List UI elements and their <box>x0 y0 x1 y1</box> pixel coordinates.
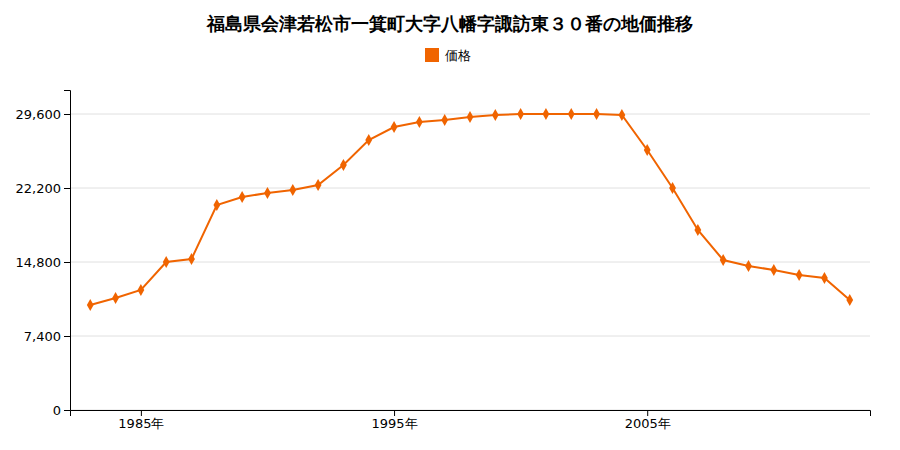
marker <box>87 299 94 311</box>
legend-item: 価格 <box>425 48 471 63</box>
marker <box>619 109 626 121</box>
x-axis: 1985年 1995年 2005年 <box>71 410 871 431</box>
marker <box>213 199 220 211</box>
x-tick: 2005年 <box>625 410 671 431</box>
y-tick: 0 <box>53 403 70 418</box>
title: 福島県会津若松市一箕町大字八幡字諏訪東３０番の地価推移 <box>206 13 693 34</box>
line <box>90 114 849 305</box>
x-tick-mark <box>394 410 395 416</box>
marker <box>568 108 575 120</box>
marker <box>340 159 347 171</box>
marker <box>391 121 398 133</box>
y-axis-line <box>64 91 71 411</box>
x-tick-label: 1995年 <box>372 416 418 431</box>
marker <box>543 108 550 120</box>
legend-swatch <box>425 48 439 62</box>
x-tick-label: 1985年 <box>118 416 164 431</box>
marker <box>644 144 651 156</box>
y-tick-mark <box>64 410 70 411</box>
marker <box>315 179 322 191</box>
legend: 価格 <box>425 48 471 63</box>
y-tick: 14,800 <box>16 255 71 270</box>
grid-line <box>70 188 870 189</box>
x-tick: 1985年 <box>118 410 164 431</box>
marker <box>441 114 448 126</box>
marker <box>163 256 170 268</box>
marker <box>365 134 372 146</box>
y-tick-mark <box>64 262 70 263</box>
marker <box>821 272 828 284</box>
x-tick-mark <box>647 410 648 416</box>
marker <box>694 224 701 236</box>
marker <box>720 254 727 266</box>
y-tick: 29,600 <box>16 107 71 122</box>
y-axis: 0 7,400 14,800 22,200 29,600 <box>16 91 71 418</box>
y-tick-label: 7,400 <box>24 329 61 344</box>
chart: 1985年 1995年 2005年 0 7,400 14,800 22,200 29,600 福… <box>0 0 900 450</box>
y-tick: 7,400 <box>24 329 70 344</box>
y-tick-mark <box>64 336 70 337</box>
marker <box>492 109 499 121</box>
marker <box>593 108 600 120</box>
marker <box>846 294 853 306</box>
series-group <box>87 108 853 311</box>
y-tick-mark <box>64 188 70 189</box>
y-tick: 22,200 <box>16 181 71 196</box>
x-tick-label: 2005年 <box>625 416 671 431</box>
legend-label: 価格 <box>445 48 471 63</box>
x-tick-mark <box>141 410 142 416</box>
y-tick-label: 29,600 <box>16 107 62 122</box>
marker <box>467 111 474 123</box>
marker <box>517 108 524 120</box>
y-tick-label: 0 <box>53 403 61 418</box>
x-tick: 1995年 <box>372 410 418 431</box>
marker <box>188 253 195 265</box>
marker <box>796 269 803 281</box>
plot-area: 1985年 1995年 2005年 0 7,400 14,800 22,200 29,600 <box>16 91 871 432</box>
y-tick-label: 22,200 <box>16 181 62 196</box>
grid-line <box>70 336 870 337</box>
marker <box>289 184 296 196</box>
x-axis-line <box>71 411 871 417</box>
marker <box>770 264 777 276</box>
marker <box>264 187 271 199</box>
y-tick-mark <box>64 114 70 115</box>
y-tick-label: 14,800 <box>16 255 62 270</box>
marker <box>669 182 676 194</box>
marker <box>239 191 246 203</box>
grid <box>70 114 870 410</box>
marker <box>137 284 144 296</box>
marker <box>112 292 119 304</box>
marker <box>416 116 423 128</box>
marker <box>745 260 752 272</box>
